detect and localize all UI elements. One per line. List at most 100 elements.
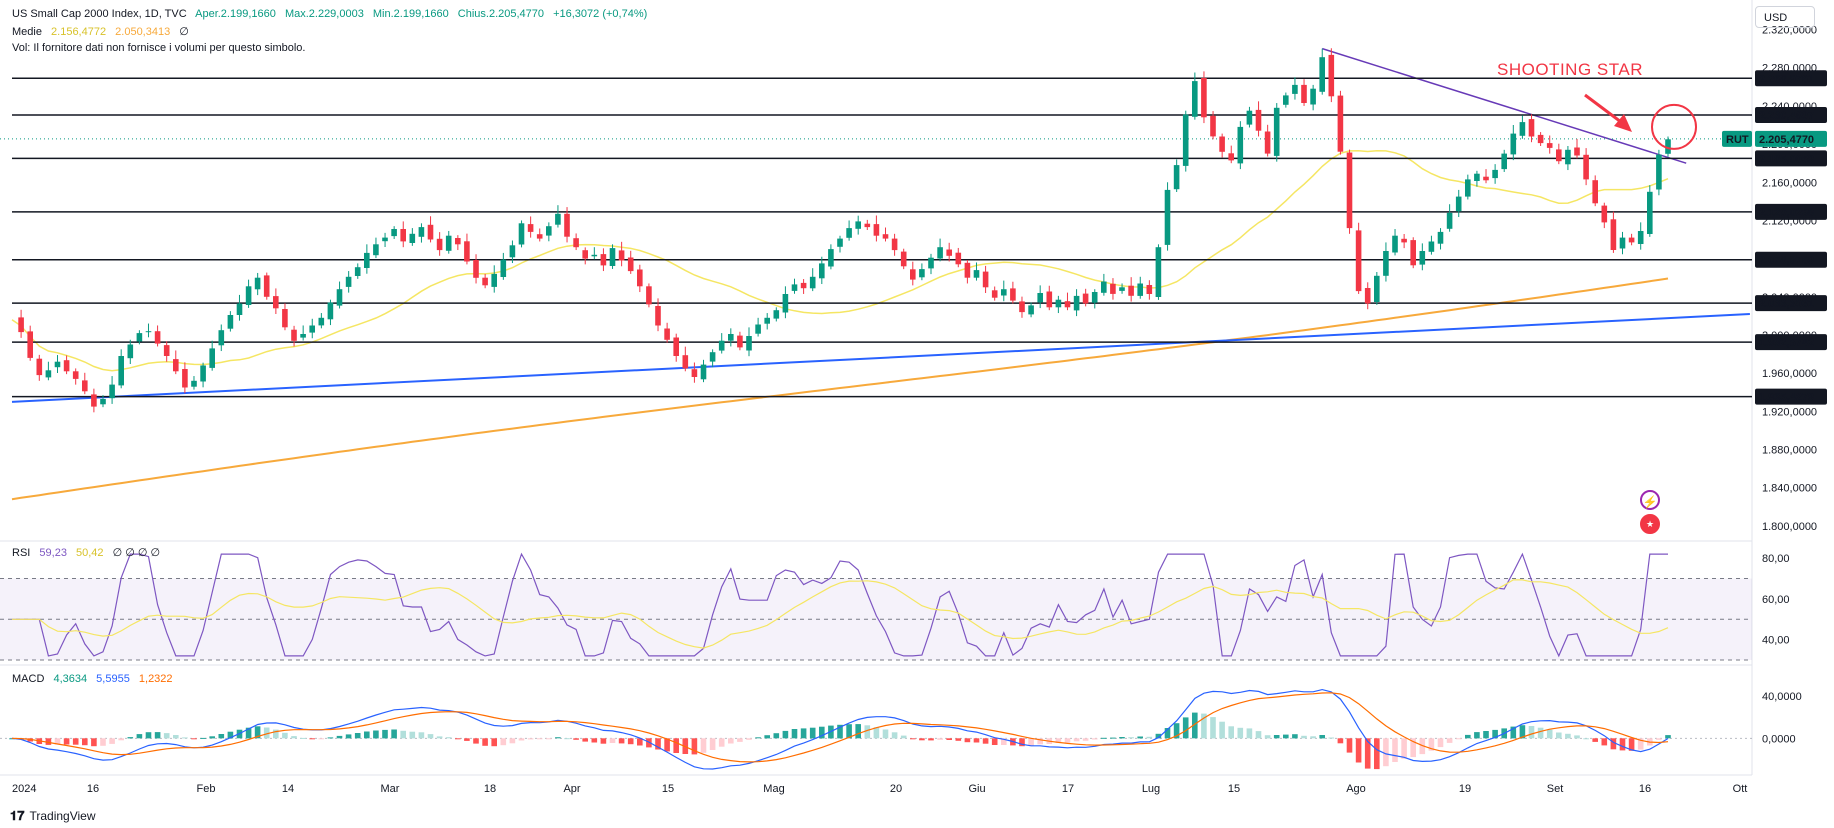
macd-histogram-bar	[218, 734, 225, 739]
rsi-tick-label: 40,00	[1762, 635, 1790, 647]
candle-body	[154, 331, 161, 344]
macd-histogram-bar	[1228, 726, 1234, 739]
macd-histogram-bar	[1319, 735, 1325, 739]
candle-body	[1592, 180, 1598, 204]
candle-body	[1501, 153, 1507, 170]
candle-body	[937, 247, 943, 259]
macd-histogram-bar	[191, 738, 197, 740]
tradingview-icon: 𝟏𝟕	[10, 808, 25, 823]
macd-histogram-bar	[509, 738, 516, 744]
rsi-ma-value: 50,42	[76, 547, 104, 559]
level-price-label: 2.033,3931	[1759, 298, 1814, 310]
macd-histogram-bar	[1346, 738, 1353, 753]
candle-body	[627, 257, 634, 272]
candle-body	[773, 310, 780, 319]
candle-body	[1328, 54, 1335, 97]
candle-body	[1483, 176, 1489, 181]
macd-histogram-bar	[1273, 735, 1280, 739]
candle-body	[436, 238, 443, 251]
candle-body	[354, 267, 361, 276]
macd-histogram-bar	[755, 737, 761, 739]
price-tick-label: 1.840,0000	[1762, 483, 1817, 495]
macd-line	[11, 688, 1669, 770]
candle-body	[1091, 292, 1098, 303]
candle-body	[263, 275, 270, 297]
macd-histogram-bar	[1128, 737, 1134, 739]
macd-histogram-bar	[1182, 717, 1189, 739]
candle-body	[573, 238, 579, 248]
macd-histogram-bar	[646, 738, 652, 748]
rsi-extra: ∅ ∅ ∅ ∅	[112, 547, 161, 559]
ma1-value: 2.156,4772	[51, 26, 107, 38]
candle-body	[1101, 281, 1107, 293]
time-tick-label: 19	[1459, 783, 1471, 795]
macd-histogram-bar	[1019, 738, 1025, 747]
candle-body	[1574, 147, 1580, 156]
candle-body	[518, 223, 525, 245]
macd-histogram-bar	[864, 725, 871, 739]
flag-icon[interactable]: ★	[1640, 514, 1660, 534]
macd-histogram-bar	[591, 738, 598, 743]
macd-histogram-bar	[1064, 738, 1071, 743]
macd-histogram-bar	[946, 738, 952, 740]
macd-histogram-bar	[1428, 738, 1435, 751]
macd-histogram-bar	[72, 738, 79, 745]
candle-body	[1273, 107, 1280, 156]
rsi-label: RSI	[12, 547, 31, 559]
candle-body	[427, 224, 434, 240]
level-price-tag	[1755, 388, 1827, 405]
candle-body	[91, 394, 97, 407]
candle-body	[1601, 205, 1608, 223]
macd-histogram-bar	[618, 738, 625, 744]
macd-histogram-bar	[82, 738, 88, 746]
currency-button[interactable]: USD	[1755, 6, 1815, 28]
candle-body	[964, 262, 971, 278]
last-price-label: 2.205,4770	[1759, 134, 1814, 146]
macd-histogram-bar	[1219, 721, 1225, 739]
price-tick-label: 1.800,0000	[1762, 521, 1817, 533]
level-price-label: 2.078,8769	[1759, 255, 1814, 267]
macd-histogram-bar	[1264, 735, 1271, 739]
candle-body	[1301, 84, 1307, 103]
candle-body	[182, 369, 188, 388]
candle-body	[1019, 301, 1025, 313]
last-price-tag	[1755, 130, 1827, 147]
candle-body	[1665, 139, 1671, 154]
macd-histogram-bar	[254, 726, 261, 739]
candle-body	[509, 245, 516, 258]
macd-histogram-bar	[1446, 738, 1453, 743]
macd-histogram-bar	[400, 730, 406, 739]
candle-body	[764, 317, 770, 324]
time-tick-label: Ott	[1733, 783, 1748, 795]
time-tick-label: Feb	[197, 783, 216, 795]
lightning-icon[interactable]: ⚡	[1640, 490, 1660, 510]
macd-histogram-bar	[1037, 738, 1043, 745]
level-price-tag	[1755, 106, 1827, 123]
macd-histogram-bar	[1364, 738, 1371, 769]
time-tick-label: 15	[1228, 783, 1240, 795]
macd-histogram-bar	[1192, 712, 1198, 739]
candle-body	[582, 250, 588, 259]
tradingview-logo[interactable]: 𝟏𝟕 TradingView	[10, 808, 96, 824]
candle-body	[1465, 179, 1471, 197]
candle-body	[45, 370, 52, 378]
candle-body	[1137, 283, 1143, 296]
time-tick-label: Set	[1547, 783, 1564, 795]
candle-body	[1028, 305, 1034, 315]
macd-histogram-bar	[1556, 732, 1562, 739]
candle-body	[409, 233, 416, 243]
candle-body	[345, 276, 352, 287]
candle-body	[1628, 237, 1635, 243]
candle-body	[855, 221, 861, 229]
candle-body	[1164, 189, 1171, 245]
candle-body	[1537, 134, 1544, 144]
candle-body	[664, 328, 670, 340]
candle-body	[1237, 126, 1244, 164]
macd-histogram-bar	[436, 736, 443, 739]
time-tick-label: 16	[1639, 783, 1651, 795]
macd-histogram-bar	[418, 732, 425, 739]
macd-histogram-bar	[1119, 737, 1125, 739]
macd-histogram-bar	[373, 730, 379, 739]
macd-histogram-bar	[1246, 728, 1253, 739]
